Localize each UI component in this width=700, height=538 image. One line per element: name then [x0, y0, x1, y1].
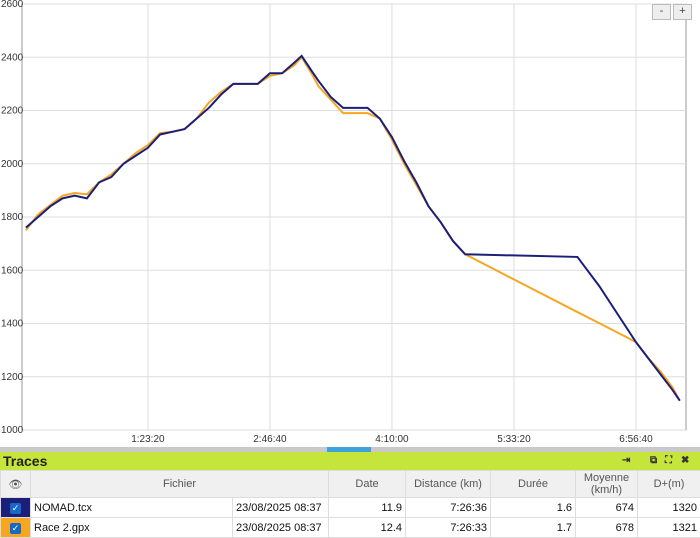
cell: 1321: [638, 518, 700, 538]
cell: 7:26:36: [406, 498, 491, 518]
float[interactable]: ⧉: [650, 452, 657, 470]
x-tick-label: 2:46:40: [253, 434, 287, 445]
row-color: ✓: [1, 498, 31, 518]
column-header[interactable]: Durée: [491, 471, 576, 498]
cell: 1.7: [491, 518, 576, 538]
cell: 1.6: [491, 498, 576, 518]
cell: 23/08/2025 08:37: [233, 498, 329, 518]
y-tick-label: 1000: [1, 425, 24, 436]
x-tick-label: 6:56:40: [619, 434, 653, 445]
panel-title: Traces: [0, 453, 47, 469]
x-tick-label: 4:10:00: [375, 434, 409, 445]
cell: 1320: [638, 498, 700, 518]
close[interactable]: ✖: [681, 452, 689, 470]
column-header[interactable]: Date: [329, 471, 406, 498]
cell: 23/08/2025 08:37: [233, 518, 329, 538]
checkbox[interactable]: ✓: [10, 523, 21, 534]
cell: NOMAD.tcx: [31, 498, 233, 518]
column-header[interactable]: Moyenne (km/h): [576, 471, 638, 498]
cell: 674: [576, 498, 638, 518]
cell: Race 2.gpx: [31, 518, 233, 538]
y-tick-label: 1200: [1, 372, 24, 383]
y-tick-label: 2400: [1, 52, 24, 63]
zoom-out[interactable]: -: [652, 4, 671, 20]
y-tick-label: 1400: [1, 319, 24, 330]
y-tick-label: 2600: [1, 0, 24, 10]
y-tick-label: 1600: [1, 265, 24, 276]
row-color: ✓: [1, 518, 31, 538]
column-header[interactable]: Fichier: [31, 471, 329, 498]
cell: 12.4: [329, 518, 406, 538]
y-tick-label: 2200: [1, 106, 24, 117]
y-tick-label: 1800: [1, 212, 24, 223]
chart: 1000 1200 1400 1600 1800 2000 2200 2400 2600 1:23…: [0, 0, 700, 447]
column-header[interactable]: Distance (km): [406, 471, 491, 498]
cell: 7:26:33: [406, 518, 491, 538]
panel-header: Traces ⇥ ⧉ ⛶ ✖: [0, 452, 700, 470]
column-header[interactable]: D+(m): [638, 471, 700, 498]
cell: 678: [576, 518, 638, 538]
zoom-in[interactable]: +: [673, 4, 692, 20]
pin[interactable]: ⇥: [622, 452, 630, 470]
x-tick-label: 1:23:20: [131, 434, 165, 445]
checkbox[interactable]: ✓: [10, 503, 21, 514]
y-tick-label: 2000: [1, 159, 24, 170]
maximize[interactable]: ⛶: [665, 452, 672, 470]
cell: 11.9: [329, 498, 406, 518]
visibility-header[interactable]: 👁: [1, 471, 31, 498]
x-tick-label: 5:33:20: [497, 434, 531, 445]
